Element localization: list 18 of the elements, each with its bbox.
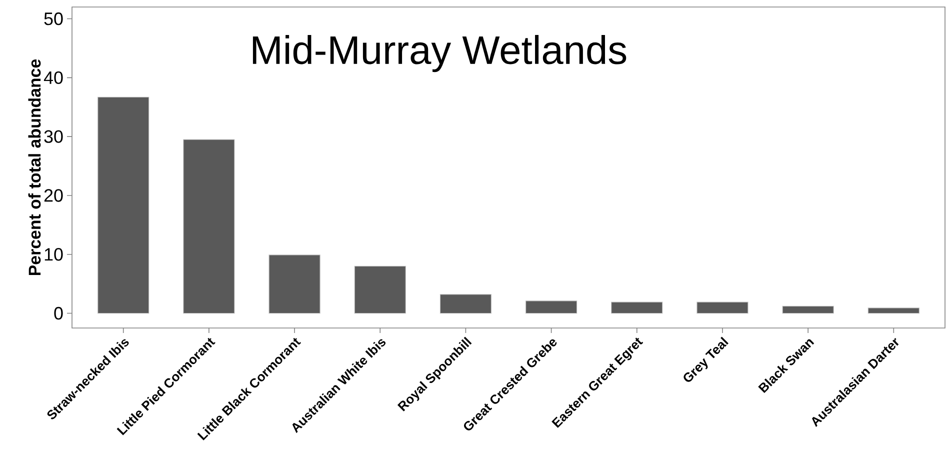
bar xyxy=(782,306,834,314)
bar xyxy=(98,96,150,314)
bar xyxy=(268,254,320,314)
y-tick-label: 30 xyxy=(44,130,63,143)
bar xyxy=(525,300,578,314)
y-tick-label: 50 xyxy=(44,12,63,26)
y-tick-label: 0 xyxy=(54,306,63,320)
y-tick-label: 40 xyxy=(44,71,63,84)
text: Mid-Murray Wetlands xyxy=(252,34,626,72)
bar xyxy=(440,294,492,314)
y-tick-label: 20 xyxy=(44,189,63,202)
bar xyxy=(696,302,748,314)
bar xyxy=(611,302,663,314)
bar xyxy=(868,308,920,314)
bar xyxy=(354,266,406,314)
y-tick-label: 10 xyxy=(44,248,63,261)
bar xyxy=(183,139,235,314)
y-axis-title: Percent of total abundance xyxy=(28,59,41,276)
